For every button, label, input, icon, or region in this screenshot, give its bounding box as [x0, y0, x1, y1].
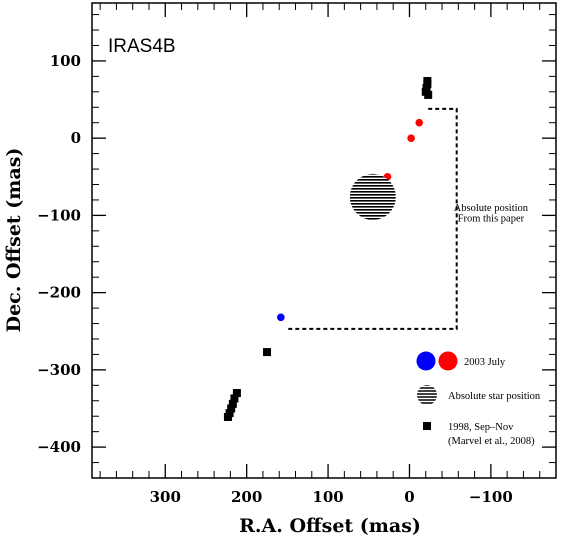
y-tick-label: −100 — [37, 206, 81, 224]
dashed-bracket — [287, 107, 458, 330]
legend-label-1998-source: (Marvel et al., 2008) — [448, 436, 535, 447]
annotation-text: From this paper — [458, 214, 525, 225]
y-tick-label: −200 — [37, 284, 81, 302]
legend-blue-circle — [416, 351, 436, 371]
panel-label: IRAS4B — [108, 36, 176, 57]
x-tick-label: 200 — [231, 488, 262, 506]
square-point — [223, 412, 232, 421]
square-point — [232, 389, 241, 398]
x-tick-label: −100 — [469, 488, 513, 506]
y-tick-label: −400 — [37, 438, 81, 456]
x-axis-title: R.A. Offset (mas) — [239, 515, 421, 537]
y-tick-label: 100 — [50, 52, 81, 70]
annotation-text: Absolute position — [454, 203, 529, 214]
axis-tick-labels: 300 200 100 0 −100 100 0 −100 −200 −300 −400 — [37, 52, 513, 506]
plot-frame — [91, 2, 557, 479]
square-point — [230, 394, 239, 403]
legend-label-absolute-star: Absolute star position — [448, 391, 541, 402]
legend-hatched-marker — [417, 385, 437, 405]
legend: 2003 July Absolute star position 1998, Sep… — [416, 351, 541, 447]
bracket-line — [287, 107, 458, 330]
x-tick-label: 300 — [150, 488, 181, 506]
blue-point — [277, 313, 285, 322]
legend-square-marker — [423, 422, 431, 430]
square-point — [228, 399, 237, 408]
legend-label-2003-july: 2003 July — [464, 357, 506, 368]
square-point — [424, 90, 433, 99]
y-axis-title: Dec. Offset (mas) — [3, 148, 25, 333]
legend-red-circle — [438, 351, 458, 371]
absolute-star-position-marker — [349, 173, 396, 220]
square-point — [263, 348, 272, 357]
axis-ticks — [92, 3, 557, 479]
red-point — [407, 134, 415, 142]
x-tick-label: 100 — [312, 488, 343, 506]
x-tick-label: 0 — [404, 488, 414, 506]
legend-label-1998: 1998, Sep–Nov — [448, 422, 514, 433]
y-tick-label: −300 — [37, 361, 81, 379]
data-points — [223, 77, 433, 421]
square-point — [227, 404, 236, 413]
y-tick-label: 0 — [71, 129, 81, 147]
red-point — [415, 118, 424, 127]
